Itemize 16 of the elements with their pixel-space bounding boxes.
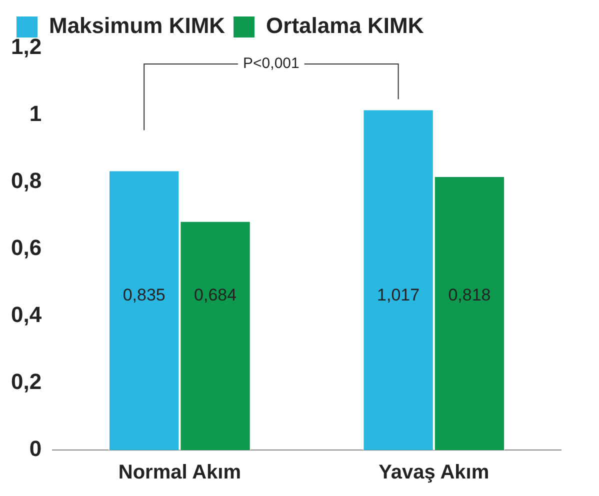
x-tick-label: Yavaş Akım — [378, 462, 490, 484]
y-tick-label: 0,2 — [10, 369, 42, 394]
data-label: 0,835 — [122, 286, 166, 305]
y-tick-label: 0,4 — [10, 302, 42, 328]
y-tick-label: 1,2 — [10, 34, 42, 60]
legend-label: Maksimum KIMK — [49, 13, 226, 38]
y-tick-label: 1 — [29, 101, 42, 126]
y-tick-label: 0,6 — [10, 235, 42, 260]
data-label: 0,684 — [194, 286, 237, 305]
y-tick-label: 0 — [29, 436, 42, 462]
data-label: 1,017 — [377, 286, 420, 305]
annotation: P<0,001 — [243, 55, 300, 72]
legend-label: Ortalama KIMK — [266, 13, 424, 38]
x-tick-label: Normal Akım — [118, 462, 242, 484]
data-label: 0,818 — [448, 286, 491, 305]
y-tick-label: 0,8 — [10, 168, 42, 194]
